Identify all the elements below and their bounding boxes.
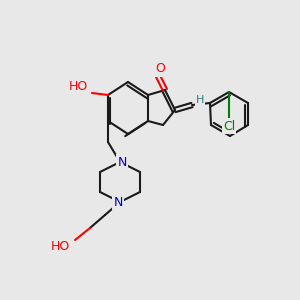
Text: HO: HO xyxy=(69,80,88,94)
Text: O: O xyxy=(155,62,165,76)
Text: H: H xyxy=(196,95,204,105)
Text: Cl: Cl xyxy=(223,119,235,133)
Text: HO: HO xyxy=(51,239,70,253)
Text: N: N xyxy=(117,155,127,169)
Text: N: N xyxy=(113,196,123,208)
